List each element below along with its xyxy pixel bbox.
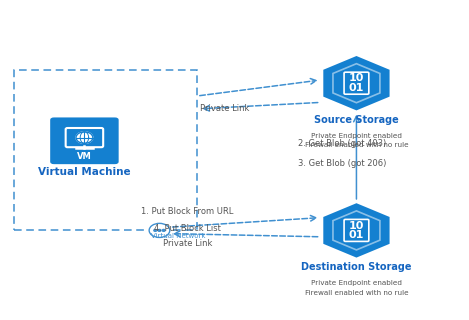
Text: VM: VM bbox=[77, 152, 92, 161]
Text: Private Link: Private Link bbox=[200, 104, 250, 113]
Bar bbox=[14, 70, 197, 230]
Polygon shape bbox=[322, 202, 391, 259]
Text: 01: 01 bbox=[349, 230, 364, 240]
FancyBboxPatch shape bbox=[66, 128, 103, 147]
Circle shape bbox=[162, 229, 165, 231]
Text: Destination Storage: Destination Storage bbox=[301, 262, 412, 272]
Circle shape bbox=[158, 229, 161, 231]
Text: 10: 10 bbox=[349, 220, 364, 230]
Text: Source Storage: Source Storage bbox=[314, 115, 399, 125]
Text: Private Link: Private Link bbox=[163, 239, 212, 248]
FancyBboxPatch shape bbox=[50, 117, 119, 164]
Polygon shape bbox=[333, 64, 380, 103]
FancyBboxPatch shape bbox=[344, 220, 369, 241]
Text: 01: 01 bbox=[349, 83, 364, 93]
Text: 3. Get Blob (got 206): 3. Get Blob (got 206) bbox=[298, 159, 386, 168]
Text: 4. Put Block List: 4. Put Block List bbox=[154, 224, 221, 233]
Circle shape bbox=[76, 132, 93, 143]
Polygon shape bbox=[322, 54, 391, 112]
Circle shape bbox=[154, 229, 157, 231]
Text: 2. Get Blob (got 403): 2. Get Blob (got 403) bbox=[298, 140, 386, 148]
Text: 1. Put Block From URL: 1. Put Block From URL bbox=[142, 207, 234, 216]
Text: Firewall enabled with no rule: Firewall enabled with no rule bbox=[305, 290, 408, 295]
Text: Virtual Network: Virtual Network bbox=[151, 233, 205, 239]
FancyBboxPatch shape bbox=[344, 72, 369, 94]
Text: Private Endpoint enabled: Private Endpoint enabled bbox=[311, 280, 402, 286]
Circle shape bbox=[149, 223, 170, 237]
Text: Virtual Machine: Virtual Machine bbox=[38, 167, 131, 177]
Text: Private Endpoint enabled: Private Endpoint enabled bbox=[311, 133, 402, 139]
Polygon shape bbox=[333, 211, 380, 250]
Text: Firewall enabled with no rule: Firewall enabled with no rule bbox=[305, 142, 408, 148]
Text: 10: 10 bbox=[349, 73, 364, 83]
Circle shape bbox=[147, 222, 172, 239]
